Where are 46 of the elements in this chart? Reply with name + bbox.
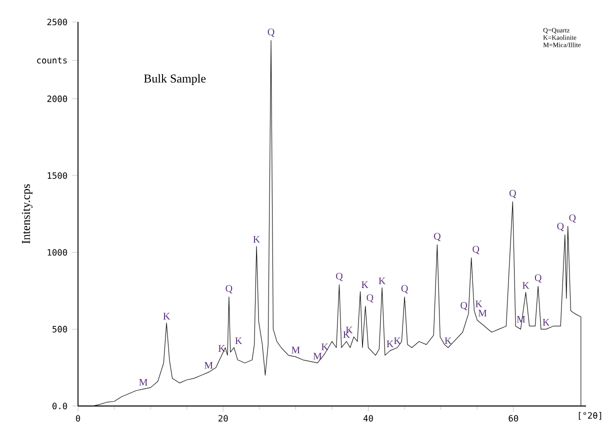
y-axis-title: Intensity.cps: [22, 184, 32, 244]
annotation: K: [235, 337, 242, 344]
annotation: Q: [472, 246, 480, 254]
x-tick-label: 0: [76, 415, 80, 422]
annotation: Q: [569, 214, 576, 223]
annotation: K: [346, 326, 353, 334]
x-tick-label: 60: [508, 415, 518, 422]
annotation: Bulk Sample: [144, 74, 206, 86]
annotation: Q: [534, 274, 542, 283]
y-tick-label: 2000: [47, 96, 68, 102]
y-tick-label: 500: [52, 326, 68, 332]
annotation: M: [313, 352, 322, 360]
annotation: K: [163, 312, 170, 320]
annotation: M: [292, 346, 300, 354]
x-tick-label: 40: [364, 415, 373, 422]
annotation: K: [444, 337, 452, 344]
annotation: Q: [557, 222, 564, 232]
annotation: K: [253, 236, 260, 243]
annotation: K: [378, 278, 386, 284]
annotation: Q: [434, 232, 441, 242]
annotation: K: [542, 319, 550, 326]
annotation: K: [522, 282, 530, 289]
annotation: K: [386, 340, 394, 348]
annotation: K: [475, 300, 482, 308]
annotation: M: [478, 310, 487, 316]
annotation: Q: [510, 190, 516, 198]
y-tick-label: 1000: [48, 249, 68, 256]
annotation: K: [394, 337, 401, 344]
annotation: M: [204, 362, 213, 369]
x-axis-title: [°2θ]: [578, 412, 602, 420]
x-tick-label: 20: [218, 415, 228, 422]
y-tick-label: 2500: [47, 18, 68, 26]
annotation: K: [343, 331, 350, 338]
y-tick-label: 0.0: [52, 402, 68, 410]
annotation: Q: [401, 285, 408, 294]
annotation: K: [218, 345, 226, 352]
annotation: M: [139, 378, 148, 386]
annotation: Q: [268, 28, 274, 37]
annotation: K: [321, 344, 328, 350]
annotation: Q: [366, 294, 374, 303]
y-tick-label: counts: [37, 57, 67, 64]
annotation: Q: [460, 302, 468, 310]
y-tick-label: 1500: [48, 172, 68, 179]
annotation: Q: [226, 285, 232, 294]
annotation: Q: [336, 272, 343, 282]
annotation: K: [362, 281, 368, 288]
